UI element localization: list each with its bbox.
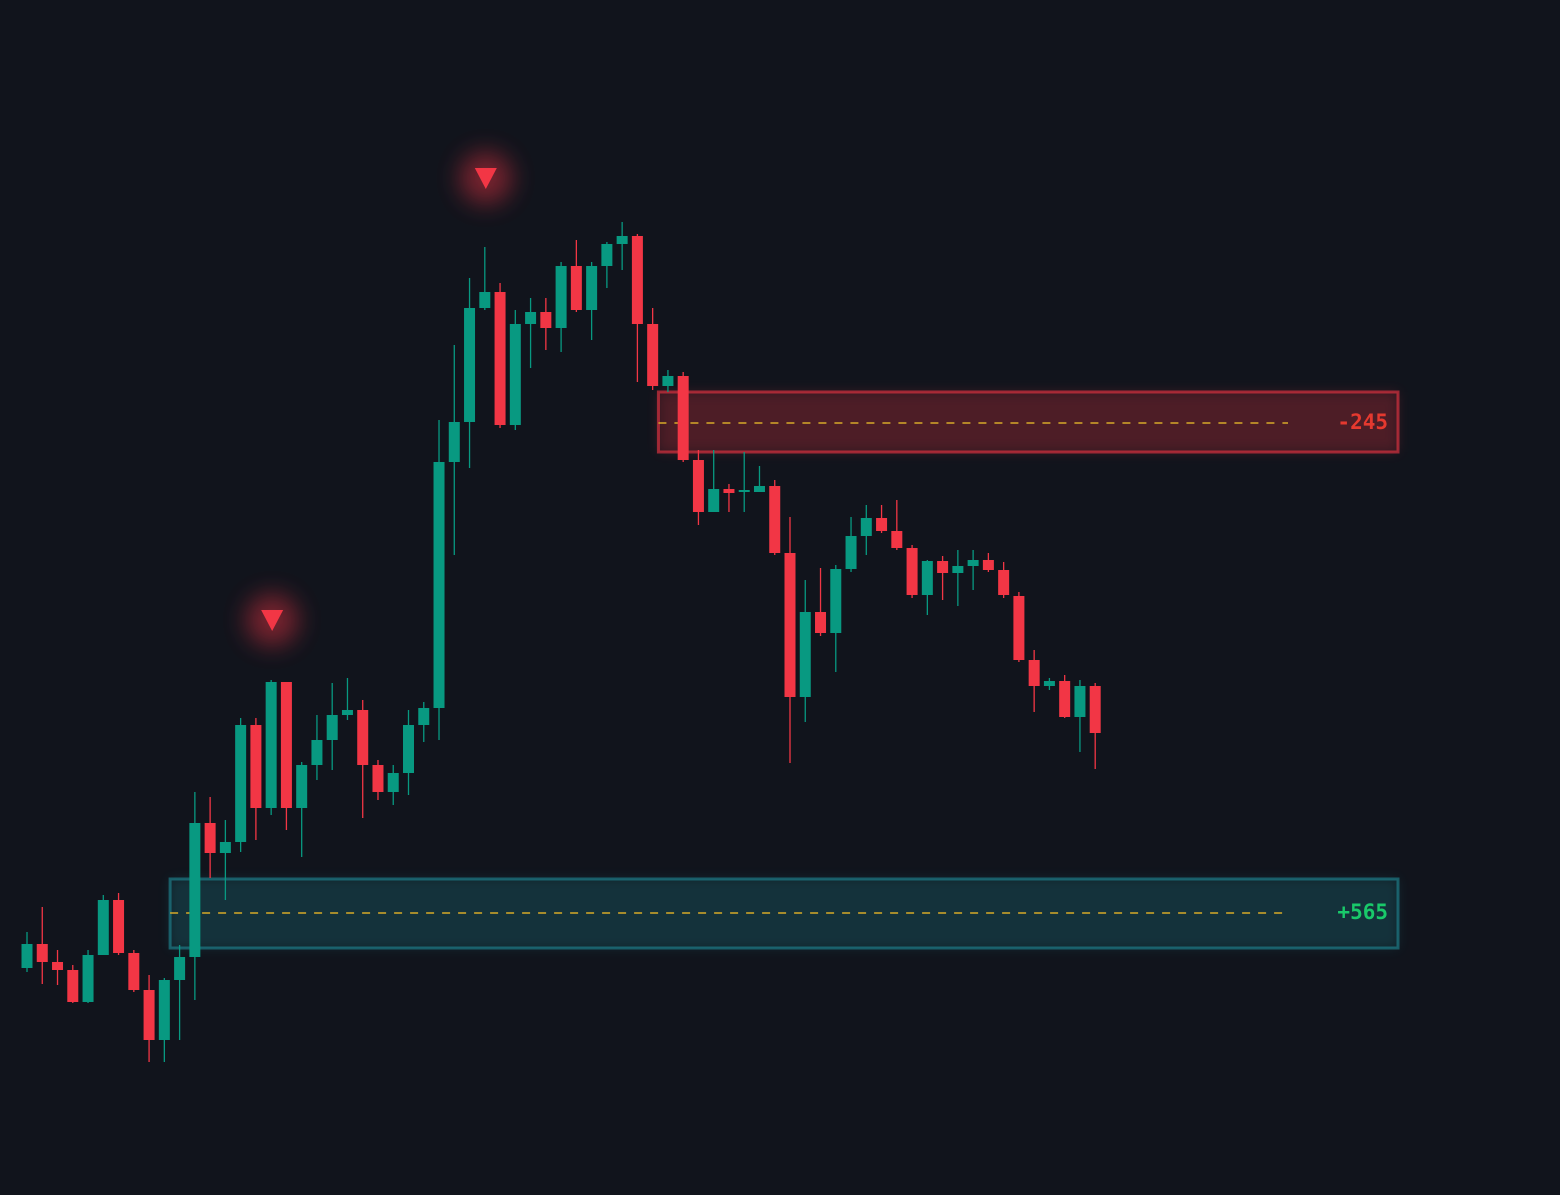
candle-body: [1013, 596, 1025, 660]
candle-body: [555, 266, 567, 328]
candle-body: [998, 570, 1010, 595]
candle-body: [494, 292, 506, 425]
candle-body: [372, 765, 384, 792]
candle-body: [570, 266, 582, 310]
candle-body: [204, 823, 216, 853]
candle-body: [662, 376, 674, 386]
candle-body: [1059, 681, 1071, 717]
candle-body: [1043, 681, 1055, 686]
zone-label: -245: [1337, 410, 1388, 434]
candle-body: [525, 312, 537, 324]
candle-body: [479, 292, 491, 308]
candle-body: [403, 725, 414, 773]
zone-label: +565: [1337, 900, 1388, 924]
candle-body: [219, 842, 231, 853]
candle-body: [143, 990, 155, 1040]
candle-body: [616, 236, 628, 244]
candle-body: [723, 489, 735, 493]
candle-body: [876, 518, 888, 531]
candle-body: [1074, 686, 1086, 717]
candle-body: [326, 715, 338, 740]
signal-marker: [474, 168, 497, 189]
candle-body: [311, 740, 323, 765]
candle-body: [52, 962, 64, 970]
candle-body: [418, 708, 430, 725]
candle-body: [128, 953, 140, 990]
candle-body: [647, 324, 659, 386]
candle-body: [235, 725, 247, 842]
candle-body: [113, 900, 125, 953]
candle-body: [433, 462, 445, 708]
candle-body: [906, 548, 918, 595]
zone-glow: [658, 392, 1398, 452]
candle-body: [937, 561, 949, 573]
candle-body: [387, 773, 399, 792]
candle-body: [799, 612, 811, 697]
candle-body: [967, 560, 979, 566]
candle-body: [982, 560, 994, 570]
candle-body: [509, 324, 521, 425]
candle-body: [280, 682, 292, 808]
candle-body: [784, 553, 796, 697]
zone: [168, 877, 1400, 950]
candle-body: [357, 710, 369, 765]
candle-body: [738, 490, 750, 492]
candle-body: [586, 266, 598, 310]
candle-body: [631, 236, 643, 324]
candle-body: [540, 312, 552, 328]
candle-body: [82, 955, 94, 1002]
candle-body: [921, 561, 933, 595]
candle-body: [36, 944, 48, 962]
candle-body: [753, 486, 765, 492]
candle-body: [708, 489, 720, 512]
candle-body: [189, 823, 201, 957]
candle-body: [67, 970, 79, 1002]
zone: [656, 390, 1400, 454]
candle-body: [97, 900, 109, 955]
candle-body: [21, 944, 33, 968]
candle-body: [174, 957, 186, 980]
candle-body: [860, 518, 872, 536]
candle-body: [815, 612, 827, 633]
candle-body: [845, 536, 857, 569]
candle-body: [250, 725, 262, 808]
candle-body: [677, 376, 689, 460]
candle-body: [265, 682, 277, 808]
candle-body: [341, 710, 353, 715]
signal-marker: [261, 610, 284, 631]
candle-body: [891, 531, 903, 548]
candle-body: [464, 308, 476, 422]
candle-body: [158, 980, 170, 1040]
candle-body: [769, 486, 781, 553]
candle-body: [1028, 660, 1040, 686]
candle-body: [692, 460, 704, 512]
candle-body: [830, 569, 842, 633]
candle-body: [952, 566, 964, 573]
candle-body: [448, 422, 460, 462]
candle-body: [601, 244, 613, 266]
candle-body: [296, 765, 308, 808]
candle-body: [1089, 686, 1101, 733]
